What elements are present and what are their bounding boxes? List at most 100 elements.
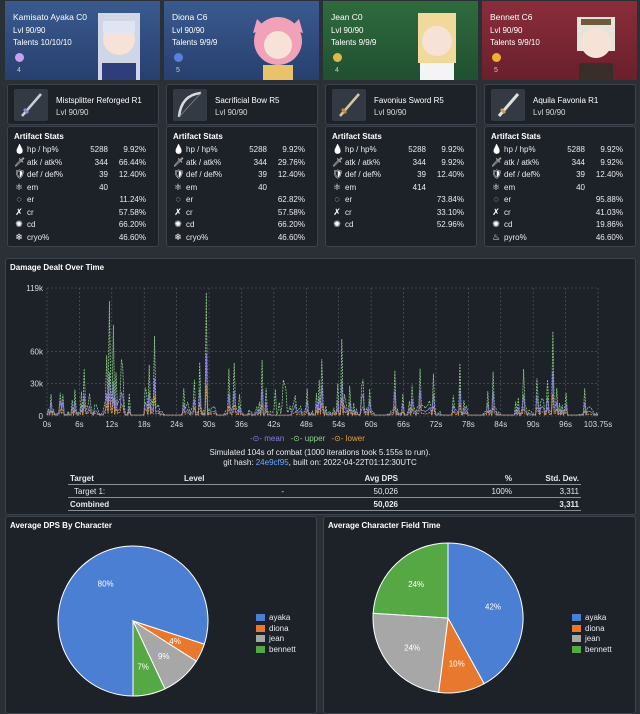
legend-swatch	[256, 635, 265, 642]
pyro-element-icon	[492, 53, 501, 62]
stat-percent-value: 29.76%	[277, 157, 305, 167]
stat-row: ❄ cryo% 46.60%	[14, 232, 146, 244]
stat-row: ♨ pyro% 46.60%	[491, 232, 623, 244]
stat-row: ✺ cd 66.20%	[14, 219, 146, 231]
simulation-info: Simulated 104s of combat (1000 iteration…	[209, 448, 431, 457]
stat-percent-value: 12.40%	[436, 170, 464, 179]
pyro-icon: ♨	[491, 231, 501, 242]
pie-slice-bennett[interactable]	[372, 542, 449, 619]
legend-label: ayaka	[585, 613, 607, 622]
pie-slice-ayaka[interactable]	[447, 542, 524, 685]
stat-percent-value: 12.40%	[277, 170, 305, 179]
stat-label: cd	[27, 220, 36, 229]
y-tick-label: 60k	[30, 347, 44, 356]
er-icon: ◌	[493, 194, 499, 204]
legend-item-bennett[interactable]: bennett	[572, 645, 612, 654]
x-tick-label: 96s	[559, 420, 572, 429]
character-card-diona: Diona C6 Lvl 90/90 Talents 9/9/9 5	[164, 1, 319, 80]
stat-row: 🗡 atk / atk% 344 66.44%	[14, 157, 146, 169]
stat-label: er	[186, 195, 194, 204]
y-tick-label: 0	[39, 412, 44, 421]
stat-flat-value: 344	[412, 157, 426, 167]
legend-label: bennett	[585, 644, 612, 654]
er-icon: ◌	[334, 194, 340, 204]
stat-percent-value: 9.92%	[123, 145, 146, 154]
x-tick-label: 78s	[462, 420, 475, 429]
x-tick-label: 12s	[105, 420, 118, 429]
legend-item-jean[interactable]: jean	[256, 634, 284, 643]
stat-row: ✗ cr 41.03%	[491, 207, 623, 219]
y-tick-label: 30k	[30, 380, 44, 389]
stat-row: 🗡 atk / atk% 344 9.92%	[332, 157, 464, 169]
stat-row: ✗ cr 57.58%	[173, 207, 305, 219]
stat-label: em	[345, 182, 357, 192]
stat-flat-value: 414	[412, 182, 426, 192]
weapon-panel-bennett: Aquila Favonia R1 Lvl 90/90	[484, 84, 636, 125]
crit-dmg-icon: ✺	[492, 219, 500, 229]
artifact-stats-title: Artifact Stats	[491, 132, 541, 141]
stat-label: cd	[504, 220, 513, 229]
stat-label: atk / atk%	[345, 157, 381, 167]
character-level: Lvl 90/90	[331, 26, 364, 35]
character-level: Lvl 90/90	[172, 26, 205, 35]
stat-percent-value: 19.86%	[595, 220, 623, 229]
stat-label: cr	[27, 207, 34, 217]
legend-label: jean	[585, 634, 601, 643]
ayaka-portrait	[98, 13, 140, 80]
legend-item-diona[interactable]: diona	[256, 624, 289, 633]
stat-flat-value: 344	[571, 157, 585, 167]
stat-row: 🛡 def / def% 39 12.40%	[491, 169, 623, 181]
stat-label: hp / hp%	[27, 145, 59, 154]
legend-swatch	[256, 624, 265, 632]
pie-slice-label: 24%	[408, 580, 424, 589]
legend-item-diona[interactable]: diona	[572, 624, 605, 633]
cryo-icon: ❄	[174, 231, 182, 242]
pie-slice-label: 7%	[137, 662, 149, 671]
x-tick-label: 60s	[365, 420, 378, 429]
constellation-count: 5	[494, 67, 498, 74]
stat-percent-value: 9.92%	[282, 145, 305, 154]
weapon-level: Lvl 90/90	[374, 108, 407, 117]
stat-row: 💧 hp / hp% 5288 9.92%	[332, 144, 464, 156]
legend-item-bennett[interactable]: bennett	[256, 645, 296, 654]
stat-flat-value: 40	[258, 182, 267, 192]
legend-lower[interactable]: -⊙- lower	[331, 434, 365, 443]
x-tick-label: 54s	[332, 420, 345, 429]
stat-label: er	[27, 195, 35, 204]
legend-item-ayaka[interactable]: ayaka	[572, 613, 606, 622]
atk-icon: 🗡	[173, 156, 185, 167]
legend-upper[interactable]: -⊙- upper	[290, 434, 326, 443]
pie-slice-jean[interactable]	[372, 612, 449, 693]
legend-item-ayaka[interactable]: ayaka	[256, 613, 290, 622]
x-tick-label: 103.75s	[584, 420, 612, 429]
constellation-count: 4	[335, 67, 339, 74]
character-level: Lvl 90/90	[490, 26, 523, 35]
character-card-ayaka: Kamisato Ayaka C0 Lvl 90/90 Talents 10/1…	[5, 1, 160, 80]
character-name: Bennett C6	[490, 12, 533, 22]
crit-rate-icon: ✗	[15, 206, 23, 217]
stat-label: def / def%	[504, 170, 541, 179]
pie-slice-bennett[interactable]	[132, 620, 166, 697]
git-hash-link[interactable]: 24e9cf95	[255, 458, 289, 467]
stat-percent-value: 9.92%	[441, 145, 464, 154]
x-tick-label: 6s	[75, 420, 83, 429]
pie-slice-label: 80%	[98, 579, 114, 588]
stat-flat-value: 39	[417, 170, 426, 179]
stat-row: ❄ cryo% 46.60%	[173, 232, 305, 244]
stat-row: ⚛ em 40	[14, 182, 146, 194]
x-tick-label: 42s	[267, 420, 280, 429]
stat-percent-value: 41.03%	[595, 207, 623, 217]
stat-row: 🛡 def / def% 39 12.40%	[173, 169, 305, 181]
field-time-pie-chart: 42% 10% 24% 24%	[372, 542, 524, 694]
bennett-portrait	[577, 17, 615, 80]
dps-table: Target Level Avg DPS % Std. Dev. Target …	[68, 472, 581, 511]
stat-flat-value: 344	[94, 157, 108, 167]
legend-mean[interactable]: -⊙- mean	[250, 434, 285, 443]
stat-row: ◌ er 11.24%	[14, 194, 146, 206]
stat-label: em	[27, 182, 39, 192]
stat-label: hp / hp%	[345, 145, 377, 154]
stat-label: cryo%	[186, 232, 209, 242]
weapon-level: Lvl 90/90	[56, 108, 89, 117]
legend-item-jean[interactable]: jean	[572, 634, 600, 643]
stat-percent-value: 95.88%	[595, 195, 623, 204]
